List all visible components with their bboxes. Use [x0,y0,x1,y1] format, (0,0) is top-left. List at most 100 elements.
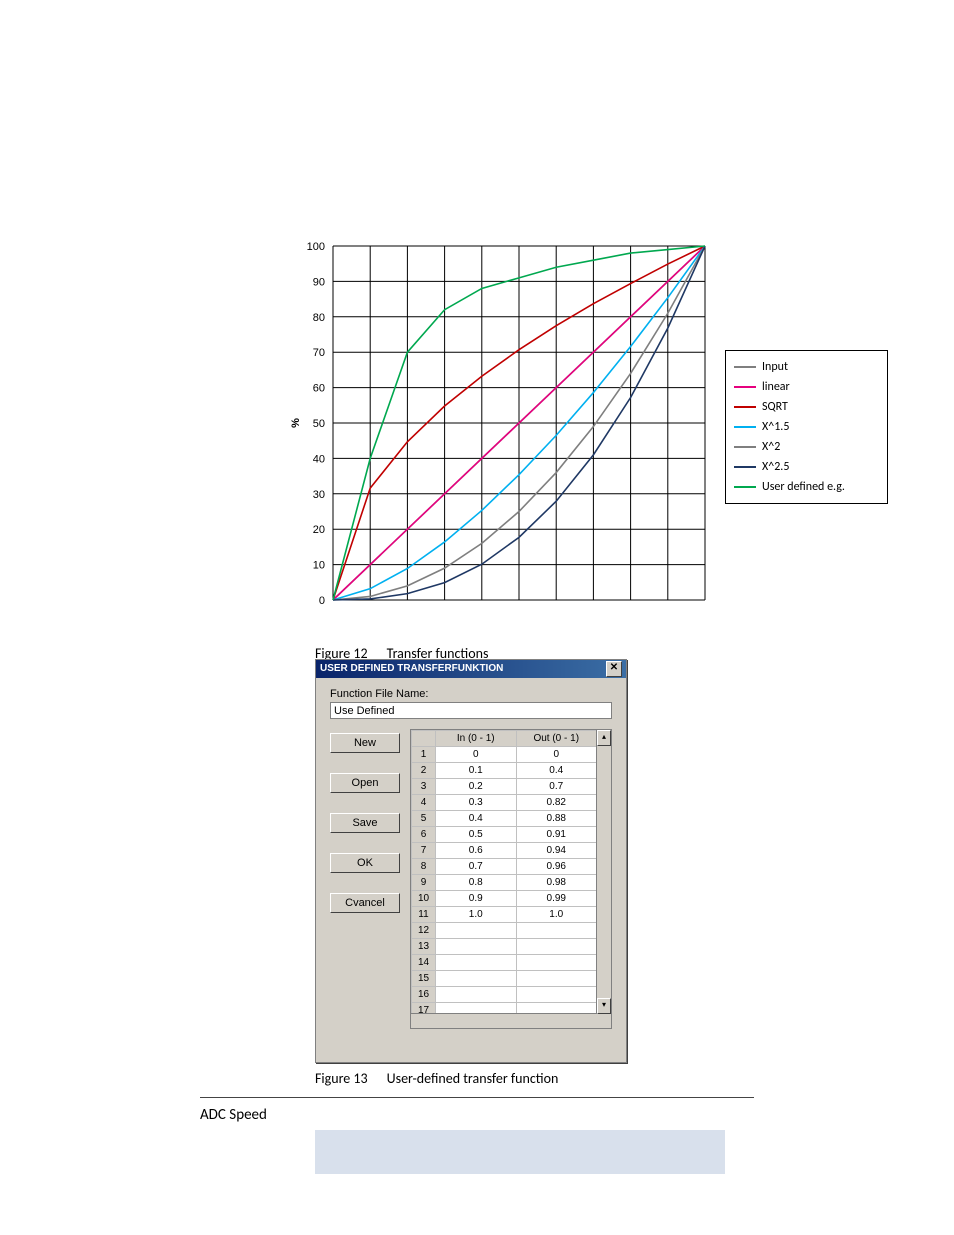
row-number: 13 [412,939,436,955]
row-number: 2 [412,763,436,779]
scroll-up-icon[interactable]: ▴ [597,730,611,746]
cell-out[interactable]: 0.88 [516,811,597,827]
row-number: 3 [412,779,436,795]
row-number: 14 [412,955,436,971]
table-row[interactable]: 13 [412,939,597,955]
cell-in[interactable]: 1.0 [436,907,517,923]
svg-text:0: 0 [319,595,325,607]
dialog-titlebar[interactable]: USER DEFINED TRANSFERFUNKTION ✕ [316,660,626,678]
table-row[interactable]: 4 0.3 0.82 [412,795,597,811]
cell-in[interactable] [436,939,517,955]
table-row[interactable]: 15 [412,971,597,987]
ok-button[interactable]: OK [330,853,400,873]
transfer-points-grid[interactable]: In (0 - 1) Out (0 - 1) 1 0 0 2 0.1 0.4 3… [410,729,612,1029]
footer-placeholder [315,1130,725,1174]
dialog-title-text: USER DEFINED TRANSFERFUNKTION [320,660,503,678]
legend-item: X^2 [734,437,879,457]
cell-out[interactable] [516,923,597,939]
cell-out[interactable]: 0.94 [516,843,597,859]
row-number: 11 [412,907,436,923]
row-number: 10 [412,891,436,907]
cell-out[interactable]: 0.98 [516,875,597,891]
cell-in[interactable]: 0 [436,747,517,763]
svg-text:30: 30 [313,489,325,501]
row-number: 15 [412,971,436,987]
cell-in[interactable] [436,971,517,987]
cell-in[interactable]: 0.2 [436,779,517,795]
cell-in[interactable]: 0.9 [436,891,517,907]
grid-hscrollbar[interactable] [411,1013,597,1028]
table-row[interactable]: 9 0.8 0.98 [412,875,597,891]
cell-in[interactable]: 0.6 [436,843,517,859]
svg-text:40: 40 [313,453,325,465]
close-icon[interactable]: ✕ [606,661,622,677]
save-button[interactable]: Save [330,813,400,833]
svg-text:%: % [290,418,302,428]
cell-in[interactable]: 0.5 [436,827,517,843]
table-row[interactable]: 6 0.5 0.91 [412,827,597,843]
table-row[interactable]: 7 0.6 0.94 [412,843,597,859]
svg-text:20: 20 [313,524,325,536]
new-button[interactable]: New [330,733,400,753]
legend-item: SQRT [734,397,879,417]
table-row[interactable]: 8 0.7 0.96 [412,859,597,875]
grid-header-out: Out (0 - 1) [516,731,597,747]
cell-in[interactable]: 0.3 [436,795,517,811]
cell-out[interactable]: 0.96 [516,859,597,875]
row-number: 16 [412,987,436,1003]
cell-out[interactable]: 0 [516,747,597,763]
cell-in[interactable]: 0.8 [436,875,517,891]
table-row[interactable]: 16 [412,987,597,1003]
row-number: 1 [412,747,436,763]
svg-text:60: 60 [313,383,325,395]
table-row[interactable]: 14 [412,955,597,971]
cell-out[interactable] [516,939,597,955]
row-number: 4 [412,795,436,811]
row-number: 8 [412,859,436,875]
legend-label: X^1.5 [762,417,789,437]
svg-text:70: 70 [313,347,325,359]
table-row[interactable]: 2 0.1 0.4 [412,763,597,779]
row-number: 5 [412,811,436,827]
chart-canvas: 0102030405060708090100% [285,240,715,610]
cell-in[interactable]: 0.7 [436,859,517,875]
grid-vscrollbar[interactable]: ▴ ▾ [596,730,611,1028]
cell-in[interactable] [436,987,517,1003]
legend-label: X^2 [762,437,780,457]
cell-out[interactable]: 0.91 [516,827,597,843]
cell-out[interactable]: 0.99 [516,891,597,907]
grid-header-in: In (0 - 1) [436,731,517,747]
cell-in[interactable] [436,955,517,971]
cell-out[interactable] [516,955,597,971]
legend-item: X^1.5 [734,417,879,437]
cell-in[interactable]: 0.1 [436,763,517,779]
row-number: 9 [412,875,436,891]
table-row[interactable]: 12 [412,923,597,939]
table-row[interactable]: 11 1.0 1.0 [412,907,597,923]
svg-text:100: 100 [307,241,325,253]
cell-out[interactable] [516,971,597,987]
legend-label: SQRT [762,397,788,417]
legend-item: Input [734,357,879,377]
cell-out[interactable]: 0.82 [516,795,597,811]
table-row[interactable]: 3 0.2 0.7 [412,779,597,795]
figure13-text: User-defined transfer function [387,1070,559,1087]
table-row[interactable]: 10 0.9 0.99 [412,891,597,907]
legend-item: X^2.5 [734,457,879,477]
svg-text:10: 10 [313,560,325,572]
cell-in[interactable] [436,923,517,939]
cell-out[interactable]: 0.4 [516,763,597,779]
scroll-down-icon[interactable]: ▾ [597,998,611,1014]
svg-text:80: 80 [313,312,325,324]
cell-out[interactable]: 1.0 [516,907,597,923]
function-file-name-input[interactable] [330,702,612,719]
table-row[interactable]: 1 0 0 [412,747,597,763]
open-button[interactable]: Open [330,773,400,793]
cancel-button[interactable]: Cvancel [330,893,400,913]
cell-in[interactable]: 0.4 [436,811,517,827]
table-row[interactable]: 5 0.4 0.88 [412,811,597,827]
cell-out[interactable] [516,987,597,1003]
function-file-name-label: Function File Name: [330,688,612,700]
row-number: 6 [412,827,436,843]
cell-out[interactable]: 0.7 [516,779,597,795]
